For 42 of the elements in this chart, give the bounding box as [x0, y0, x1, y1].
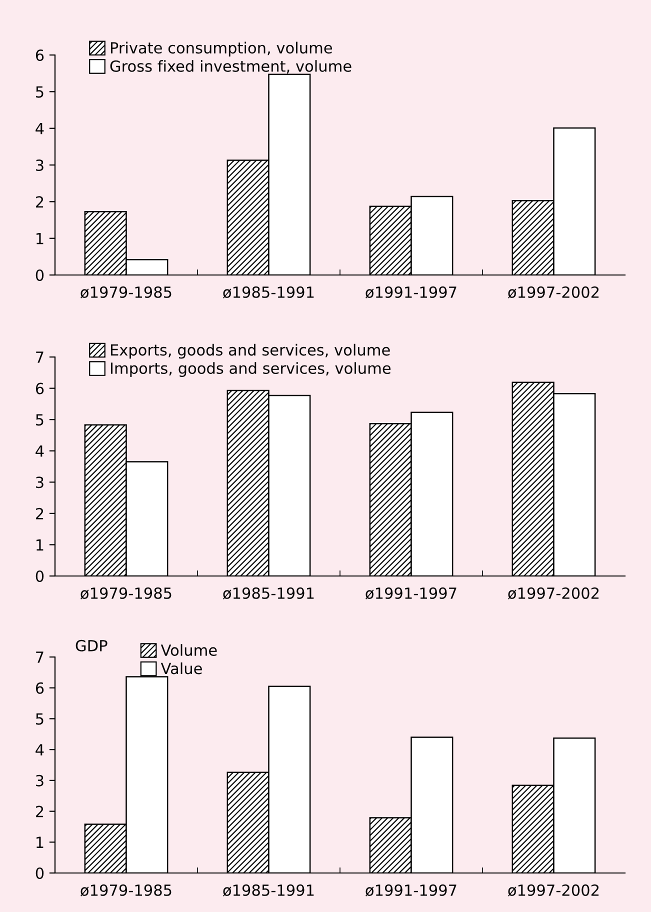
y-tick-label: 6	[36, 49, 44, 62]
x-tick-label: ø1997-2002	[508, 286, 599, 298]
x-tick-label: ø1979-1985	[80, 884, 172, 896]
legend-title: GDP	[76, 640, 108, 652]
x-tick-label: ø1991-1997	[365, 286, 456, 298]
x-tick-label: ø1991-1997	[365, 587, 456, 600]
legend-label: Private consumption, volume	[110, 42, 332, 57]
x-tick-label: ø1985-1991	[222, 286, 314, 298]
y-tick-label: 5	[36, 414, 44, 426]
legend-label: Gross fixed investment, volume	[110, 60, 352, 74]
x-tick-label: ø1979-1985	[80, 587, 172, 600]
y-tick-label: 2	[36, 196, 44, 208]
x-tick-label: ø1997-2002	[508, 884, 599, 896]
y-tick-label: 6	[36, 682, 44, 694]
y-tick-label: 0	[36, 867, 44, 880]
y-tick-label: 2	[36, 508, 44, 520]
y-tick-label: 1	[36, 836, 44, 848]
y-tick-label: 5	[36, 86, 44, 98]
y-tick-label: 3	[36, 774, 44, 786]
legend-label: Exports, goods and services, volume	[110, 344, 390, 359]
y-tick-label: 7	[36, 352, 44, 363]
y-tick-label: 2	[36, 806, 44, 818]
y-tick-label: 4	[36, 744, 44, 756]
y-tick-label: 1	[36, 539, 44, 551]
y-tick-label: 4	[36, 123, 44, 134]
legend-label: Value	[160, 662, 202, 674]
x-tick-label: ø1991-1997	[365, 884, 456, 896]
y-tick-label: 7	[36, 652, 44, 663]
legend-label: Volume	[160, 644, 217, 656]
x-tick-label: ø1997-2002	[508, 587, 599, 600]
y-tick-label: 3	[36, 159, 44, 172]
x-tick-label: ø1985-1991	[222, 884, 314, 896]
y-tick-label: 6	[36, 382, 44, 394]
legend-label: Imports, goods and services, volume	[110, 362, 391, 377]
y-tick-label: 3	[36, 476, 44, 488]
y-tick-label: 0	[36, 570, 44, 582]
y-tick-label: 1	[36, 233, 44, 244]
y-tick-label: 5	[36, 713, 44, 725]
x-tick-label: ø1979-1985	[80, 286, 172, 298]
y-tick-label: 0	[36, 269, 44, 282]
y-tick-label: 4	[36, 446, 44, 457]
x-tick-label: ø1985-1991	[222, 587, 314, 600]
